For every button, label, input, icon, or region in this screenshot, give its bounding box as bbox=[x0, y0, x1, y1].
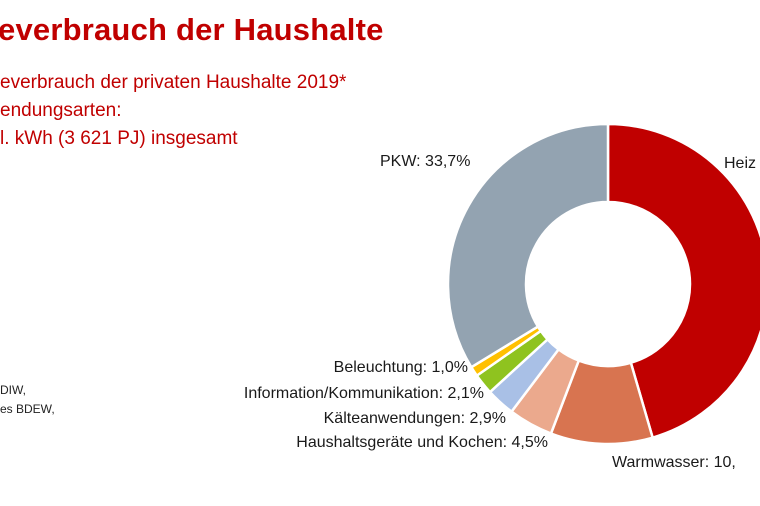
label-warmwasser: Warmwasser: 10, bbox=[612, 454, 736, 471]
label-pkw: PKW: 33,7% bbox=[380, 153, 470, 170]
slice-labels: PKW: 33,7% Heiz Beleuchtung: 1,0% Inform… bbox=[244, 153, 756, 471]
label-information: Information/Kommunikation: 2,1% bbox=[244, 385, 484, 402]
chart-title: everbrauch der Haushalte bbox=[0, 12, 384, 47]
label-beleuchtung: Beleuchtung: 1,0% bbox=[334, 359, 468, 376]
source-line-1: DIW, bbox=[0, 383, 26, 397]
subtitle-line-1: everbrauch der privaten Haushalte 2019* bbox=[0, 72, 347, 93]
slice-pkw bbox=[446, 122, 610, 369]
source-line-2: es BDEW, bbox=[0, 402, 55, 416]
donut-slices bbox=[446, 122, 760, 446]
label-heizen: Heiz bbox=[724, 155, 756, 172]
label-haushaltsgeraete: Haushaltsgeräte und Kochen: 4,5% bbox=[296, 434, 548, 451]
label-kaelte: Kälteanwendungen: 2,9% bbox=[324, 410, 506, 427]
subtitle-line-2: endungsarten: bbox=[0, 100, 122, 121]
slice-heizen bbox=[606, 122, 760, 440]
subtitle-line-3: l. kWh (3 621 PJ) insgesamt bbox=[0, 128, 238, 149]
